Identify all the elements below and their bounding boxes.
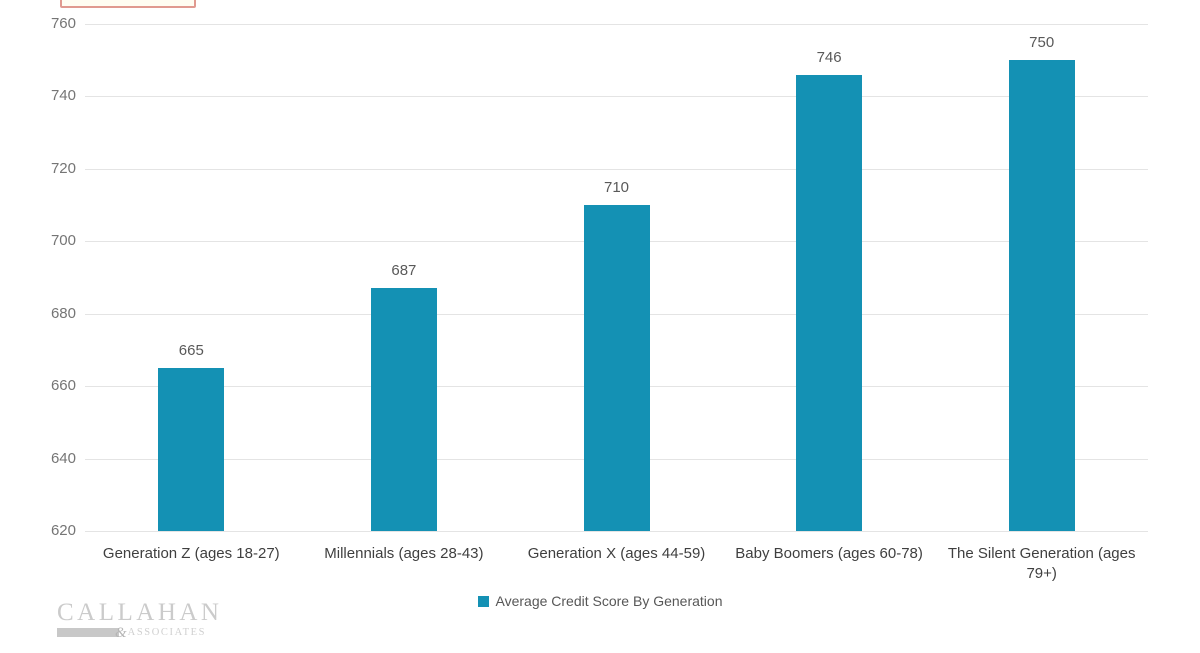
gridline xyxy=(85,24,1148,25)
bar-value-label: 710 xyxy=(603,179,630,197)
y-tick-label: 620 xyxy=(50,522,76,539)
y-tick-label: 720 xyxy=(50,159,76,177)
bar-1[interactable] xyxy=(158,368,225,531)
logo-ampersand: & xyxy=(115,624,127,641)
bar-value-label: 750 xyxy=(1029,34,1055,52)
y-tick-label: 760 xyxy=(50,15,76,32)
x-category-label: Millennials (ages 28-43) xyxy=(324,545,484,562)
logo-company-suffix: ASSOCIATES xyxy=(127,627,207,638)
y-tick-label: 680 xyxy=(50,304,76,322)
callahan-associates-logo: CALLAHAN & ASSOCIATES xyxy=(57,599,223,641)
gridline xyxy=(85,168,1148,170)
bar-value-label: 665 xyxy=(178,342,204,360)
cropped-top-element xyxy=(60,0,196,8)
logo-bottom-row: & ASSOCIATES xyxy=(57,624,217,641)
bar-value-label: 687 xyxy=(391,262,417,280)
legend-swatch-icon xyxy=(477,595,489,607)
bar-4[interactable] xyxy=(796,74,863,531)
chart-legend: Average Credit Score By Generation xyxy=(0,593,1200,609)
gridline xyxy=(85,531,1148,532)
logo-company-name: CALLAHAN xyxy=(57,599,223,626)
x-category-label: Baby Boomers (ages 60-78) xyxy=(735,545,923,562)
gridline xyxy=(85,96,1148,98)
y-tick-label: 660 xyxy=(50,377,76,395)
y-tick-label: 640 xyxy=(50,449,76,467)
x-category-label: The Silent Generation (ages 79+) xyxy=(947,545,1136,582)
y-tick-label: 740 xyxy=(50,87,76,105)
y-tick-label: 700 xyxy=(50,232,76,250)
legend-label: Average Credit Score By Generation xyxy=(495,593,723,609)
bar-5[interactable] xyxy=(1008,60,1075,531)
bar-value-label: 746 xyxy=(816,48,842,66)
bar-3[interactable] xyxy=(583,205,650,531)
bar-2[interactable] xyxy=(370,288,437,531)
x-category-label: Generation X (ages 44-59) xyxy=(527,545,706,562)
x-category-label: Generation Z (ages 18-27) xyxy=(102,545,280,562)
logo-bar-shape xyxy=(57,628,119,637)
